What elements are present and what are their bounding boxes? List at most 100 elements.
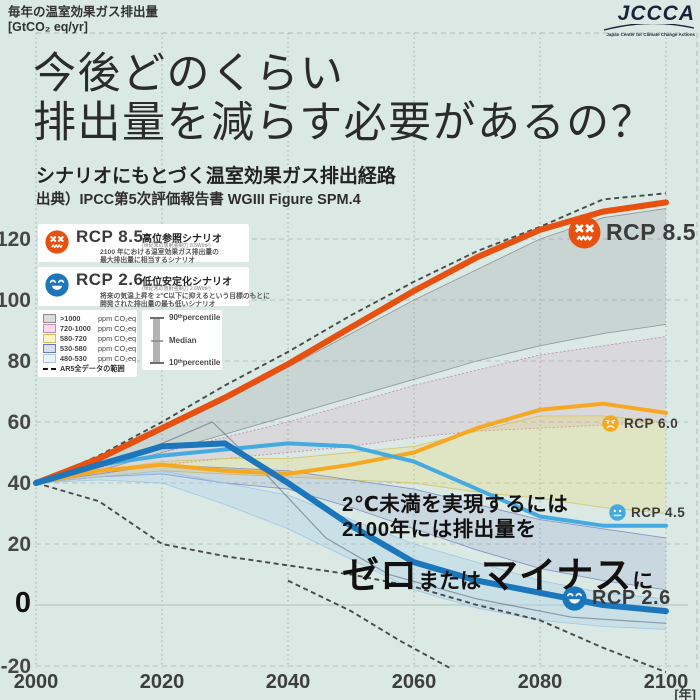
rcp85-dead-face-icon bbox=[568, 216, 601, 249]
ppm-legend-row: >1000 ppm CO₂eq bbox=[43, 314, 137, 324]
key-message-line1: 2℃未満を実現するには bbox=[342, 493, 569, 516]
band-edge-lower-3 bbox=[35, 473, 667, 591]
ar5-range-legend-row: AR5全データの範囲 bbox=[43, 364, 137, 374]
y-tick-label-120: 120 bbox=[0, 228, 31, 251]
x-tick-label-2060: 2060 bbox=[392, 671, 437, 693]
percentile-90-label: 90ᵗʰpercentile bbox=[169, 313, 221, 322]
ppm-unit: ppm CO₂eq bbox=[98, 333, 137, 343]
ppm-unit: ppm CO₂eq bbox=[98, 353, 137, 363]
ar5-range-branch-line bbox=[287, 579, 453, 670]
y-axis-title: 毎年の温室効果ガス排出量 [GtCO₂ eq/yr] bbox=[8, 5, 158, 35]
series-line-rcp26 bbox=[33, 440, 669, 615]
y-tick-label-20: 20 bbox=[8, 533, 31, 556]
key-message-emphasis: ゼロ または マイナス に bbox=[342, 545, 653, 599]
ppm-range: 720-1000 bbox=[60, 324, 91, 334]
series-line-rcp60 bbox=[34, 401, 668, 485]
percentile-bar-icon bbox=[150, 317, 164, 364]
band-edge-lower-4 bbox=[35, 479, 667, 630]
jccca-logo-text: JCCCA bbox=[617, 2, 695, 25]
badge-rcp45-label: RCP 4.5 bbox=[631, 505, 686, 520]
badge-rcp45: RCP 4.5 bbox=[609, 504, 685, 521]
ppm-swatch-gray bbox=[43, 314, 56, 324]
ppm-range: 480-530 bbox=[60, 353, 87, 363]
legend-card-rcp26: RCP 2.6 低位安定化シナリオ (世紀末の放射強制力 2.6W/m²) 将来… bbox=[38, 267, 270, 308]
page-title: 今後どのくらい 排出量を減らす必要があるの？ bbox=[33, 50, 655, 148]
rcp60-sad-face-icon bbox=[602, 415, 619, 432]
page-title-line2: 排出量を減らす必要があるの？ bbox=[33, 99, 656, 148]
ppm-swatch-pink bbox=[43, 324, 56, 334]
jccca-logo: JCCCA Japan Center for Climate Change Ac… bbox=[575, 3, 695, 37]
ppm-legend-row: 480-530 ppm CO₂eq bbox=[43, 353, 137, 363]
rcp85-card-label: RCP 8.5 bbox=[76, 227, 144, 246]
key-message: 2℃未満を実現するには 2100年には排出量を ゼロ または マイナス に bbox=[342, 492, 653, 599]
rcp26-description-line2: 開発された排出量の最も低いシナリオ bbox=[100, 300, 216, 308]
ppm-legend-row: 530-580 ppm CO₂eq bbox=[43, 343, 137, 353]
page-title-line1: 今後どのくらい bbox=[33, 50, 345, 98]
source-citation: 出典）IPCC第5次評価報告書 WGIII Figure SPM.4 bbox=[36, 192, 361, 208]
rcp85-description-line1: 2100 年における温室効果ガス排出量の bbox=[100, 249, 219, 256]
ppm-legend: >1000 ppm CO₂eq 720-1000 ppm CO₂eq 580-7… bbox=[38, 310, 137, 377]
band-area-3 bbox=[36, 464, 666, 590]
emphasis-or: または bbox=[418, 569, 481, 593]
y-tick-label-0: 0 bbox=[15, 587, 31, 619]
rcp26-happy-face-icon bbox=[562, 586, 587, 611]
x-tick-label-2100: 2100 bbox=[644, 671, 689, 693]
badge-rcp26-label: RCP 2.6 bbox=[592, 587, 671, 609]
ppm-unit: ppm CO₂eq bbox=[98, 343, 137, 353]
rcp26-scenario-note: (世紀末の放射強制力 2.6W/m²) bbox=[142, 286, 211, 292]
ppm-range: >1000 bbox=[60, 314, 81, 324]
percentile-median-label: Median bbox=[169, 336, 197, 345]
ar5-range-upper-line bbox=[35, 192, 667, 484]
badge-rcp85-label: RCP 8.5 bbox=[606, 219, 697, 245]
ar5-range-lower-line bbox=[35, 482, 667, 673]
x-tick-label-2000: 2000 bbox=[14, 671, 59, 693]
ar5-range-label: AR5全データの範囲 bbox=[60, 363, 125, 373]
legend-card-rcp85: RCP 8.5 高位参照シナリオ (世紀末の放射強制力 8.5W/m²) 210… bbox=[38, 224, 249, 264]
rcp85-scenario-name: 高位参照シナリオ bbox=[142, 234, 222, 245]
ppm-legend-row: 580-720 ppm CO₂eq bbox=[43, 333, 137, 344]
chart-subtitle: シナリオにもとづく温室効果ガス排出経路 bbox=[36, 166, 396, 187]
emphasis-minus: マイナス bbox=[481, 554, 633, 596]
series-line-rcp45 bbox=[34, 441, 668, 528]
percentile-legend: 90ᵗʰpercentile Median 10ᵗʰpercentile bbox=[142, 310, 222, 370]
band-edge-upper-2 bbox=[35, 415, 667, 484]
rcp26-scenario-name: 低位安定化シナリオ bbox=[142, 277, 232, 288]
ppm-legend-row: 720-1000 ppm CO₂eq bbox=[43, 324, 137, 334]
percentile-10-label: 10ᵗʰpercentile bbox=[169, 358, 221, 367]
emphasis-ni: に bbox=[632, 569, 654, 593]
badge-rcp85: RCP 8.5 bbox=[568, 216, 696, 249]
logo-swoosh-icon bbox=[603, 24, 695, 31]
ppm-range: 530-580 bbox=[60, 343, 87, 353]
ppm-unit: ppm CO₂eq bbox=[98, 324, 137, 334]
rcp45-neutral-face-icon bbox=[609, 504, 626, 521]
rcp26-description-line1: 将来の気温上昇を 2℃以下に抑えるという目標のもとに bbox=[100, 293, 270, 300]
emphasis-zero: ゼロ bbox=[342, 554, 418, 596]
x-axis-unit-label: [年] bbox=[674, 687, 696, 700]
rcp26-happy-face-icon bbox=[45, 273, 69, 297]
y-tick-label-100: 100 bbox=[0, 289, 31, 312]
jccca-logo-tagline: Japan Center for Climate Change Actions bbox=[606, 32, 695, 37]
rcp85-scenario-note: (世紀末の放射強制力 8.5W/m²) bbox=[142, 243, 211, 249]
key-message-line2: 2100年には排出量を bbox=[342, 518, 537, 542]
ppm-range: 580-720 bbox=[60, 333, 87, 343]
series-line-rcp85 bbox=[33, 199, 669, 486]
badge-rcp26: RCP 2.6 bbox=[562, 586, 671, 611]
y-axis-unit: [GtCO₂ eq/yr] bbox=[8, 20, 88, 34]
badge-rcp60-label: RCP 6.0 bbox=[624, 416, 679, 431]
y-tick-label--20: -20 bbox=[1, 655, 31, 678]
badge-rcp60: RCP 6.0 bbox=[602, 415, 678, 432]
dashed-line-swatch-icon bbox=[43, 367, 56, 370]
y-tick-label-80: 80 bbox=[8, 350, 31, 373]
rcp26-card-label: RCP 2.6 bbox=[76, 270, 144, 289]
y-tick-label-60: 60 bbox=[8, 411, 31, 434]
rcp85-dead-face-icon bbox=[45, 230, 69, 254]
x-tick-label-2080: 2080 bbox=[518, 671, 563, 693]
ppm-swatch-blue bbox=[43, 343, 56, 353]
x-tick-label-2040: 2040 bbox=[266, 671, 311, 693]
ppm-swatch-yellow bbox=[43, 333, 56, 343]
x-tick-label-2020: 2020 bbox=[140, 671, 185, 693]
y-tick-label-40: 40 bbox=[8, 472, 31, 495]
ppm-unit: ppm CO₂eq bbox=[98, 314, 137, 324]
